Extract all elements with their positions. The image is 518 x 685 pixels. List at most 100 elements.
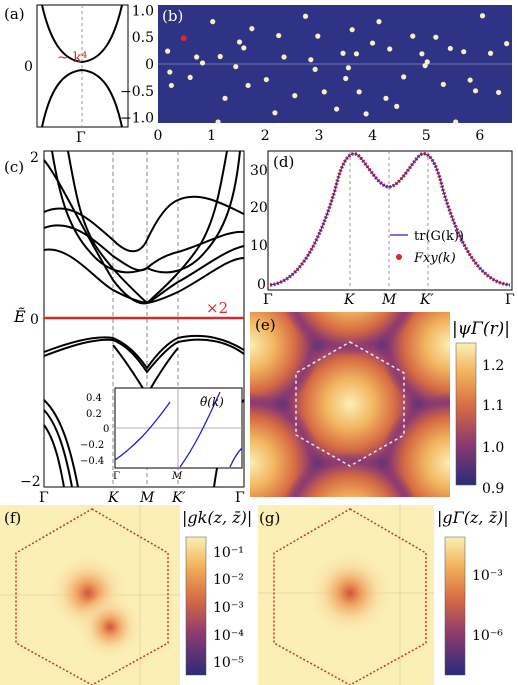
- panel-a-ytick: 0: [24, 59, 33, 75]
- inset-xtick-0: Γ: [113, 471, 120, 482]
- panel-b-point: [276, 32, 282, 39]
- panel-b-point: [349, 27, 355, 33]
- panel-b-point: [187, 74, 193, 81]
- panel-b-point: [340, 50, 346, 56]
- panel-d-xtick-kp: K′: [419, 292, 434, 308]
- panel-e-cbar-tick-2: 1.0: [482, 440, 504, 456]
- panel-d-ytick-30: 30: [250, 163, 268, 179]
- panel-c: (c) ×2 Ẽ 2 0 −2 Γ K M K′: [4, 150, 245, 506]
- panel-e-cbar-tick-0: 1.2: [482, 358, 504, 374]
- panel-b-xtick: 4: [368, 128, 377, 144]
- panel-b-marked-point: [180, 35, 187, 42]
- panel-c-upper-bands: [43, 150, 245, 305]
- panel-f: (f) |gk(z, z̄)| 10⁻¹ 10⁻² 10⁻³ 10⁻⁴ 10⁻⁵: [0, 505, 252, 685]
- panel-b-point: [487, 50, 494, 56]
- panel-b-point: [495, 89, 502, 96]
- panel-a-xtick: Γ: [76, 130, 86, 146]
- panel-b-point: [419, 51, 425, 57]
- panel-d-xtick-k: K: [343, 292, 356, 308]
- panel-d-ytick-0: 0: [257, 277, 266, 293]
- panel-f-title: |gk(z, z̄)|: [182, 508, 252, 527]
- panel-b-point: [376, 19, 382, 25]
- panel-b-point: [410, 33, 416, 39]
- panel-b-yticks: 1.0 0.5 0 −0.5 −1.0: [120, 3, 154, 126]
- panel-f-cbar-tick-1: 10⁻²: [213, 572, 244, 588]
- panel-b-ytick: −0.5: [120, 84, 154, 100]
- panel-b-point: [167, 69, 173, 75]
- upper-band-6: [43, 248, 245, 305]
- panel-b-ytick: 0: [145, 57, 154, 73]
- panel-b-xtick: 0: [154, 128, 163, 144]
- panel-g-cbar-tick-0: 10⁻³: [472, 568, 503, 584]
- panel-d: (d) tr(G(k)) Fxy(k) 30 20 10 0 Γ K M K′ …: [250, 150, 515, 308]
- lower-band-1: [43, 334, 245, 370]
- panel-d-xtick-gamma2: Γ: [505, 292, 515, 308]
- panel-e-cbar-tick-3: 0.9: [482, 481, 504, 497]
- panel-c-flat-band-label: ×2: [206, 299, 228, 317]
- panel-b-point: [233, 64, 239, 70]
- panel-e-title: |ψΓ(r)|: [452, 319, 510, 339]
- panel-b-point: [263, 76, 269, 83]
- panel-c-ytick-top: 2: [30, 150, 39, 166]
- panel-f-peak-2: [76, 593, 144, 661]
- panel-d-fxy-curve: [269, 152, 511, 287]
- lower-band-6: [43, 424, 65, 488]
- panel-b-ytick: 0.5: [132, 30, 154, 46]
- inset-ytick-0: 0.4: [86, 393, 102, 404]
- panel-c-xtick-m: M: [139, 490, 155, 506]
- panel-d-legend-dot: [396, 254, 402, 260]
- panel-b: (b) 1.0 0.5 0 −0.5 −1.0 0 1 2 3 4 5 6: [120, 3, 512, 144]
- panel-b-point: [292, 93, 298, 99]
- panel-b-point: [345, 65, 352, 71]
- panel-f-colorbar: [185, 536, 207, 676]
- panel-f-cbar-tick-3: 10⁻⁴: [213, 628, 244, 644]
- panel-c-inset: θ̃(k) 0.4 0.2 0 −0.2 −0.4 Γ M: [80, 387, 243, 482]
- panel-e-cbar-tick-1: 1.1: [482, 398, 504, 414]
- panel-b-point: [353, 51, 360, 57]
- panel-b-point: [334, 106, 340, 112]
- panel-b-point: [369, 40, 376, 46]
- panel-b-xtick: 1: [207, 128, 216, 144]
- panel-b-point: [321, 89, 327, 95]
- panel-b-point: [479, 13, 486, 19]
- upper-band-3: [43, 195, 245, 253]
- panel-b-point: [302, 13, 309, 19]
- panel-b-point: [447, 45, 453, 52]
- panel-b-point: [401, 74, 407, 80]
- inset-ytick-2: 0: [103, 424, 109, 435]
- panel-b-label: (b): [162, 7, 183, 25]
- panel-d-xtick-gamma: Γ: [263, 292, 273, 308]
- panel-e-label: (e): [255, 316, 276, 334]
- upper-band-4: [43, 224, 245, 272]
- panel-b-point: [472, 88, 479, 94]
- panel-g-cbar-tick-1: 10⁻⁶: [472, 628, 503, 644]
- panel-f-label: (f): [4, 509, 21, 527]
- panel-e-colorbar: [455, 342, 477, 486]
- panel-d-legend-2: Fxy(k): [413, 251, 456, 266]
- inset-xtick-1: M: [171, 471, 183, 482]
- panel-a-annotation: ~ k⁴: [57, 50, 88, 66]
- panel-b-ytick: 1.0: [132, 3, 154, 19]
- panel-c-lower-bands: [43, 334, 245, 488]
- panel-b-point: [281, 54, 287, 60]
- panel-b-point: [387, 46, 393, 52]
- panel-g-brillouin-zone: [273, 508, 427, 685]
- lower-band-5: [43, 409, 73, 488]
- panel-b-point: [461, 49, 467, 55]
- panel-b-point: [215, 119, 221, 125]
- lower-band-2: [43, 338, 245, 374]
- panel-b-point: [467, 77, 473, 83]
- panel-g: (g) |gΓ(z, z̄)| 10⁻³ 10⁻⁶: [258, 505, 509, 685]
- inset-label: θ̃(k): [200, 395, 224, 409]
- panel-b-point: [315, 33, 321, 39]
- panel-a-upper-band: [41, 4, 123, 64]
- panel-c-ytick-bot: −2: [20, 474, 41, 490]
- panel-b-xticks: 0 1 2 3 4 5 6: [154, 128, 485, 144]
- inset-curve-3: [229, 447, 243, 468]
- panel-d-label: (d): [273, 153, 294, 171]
- panel-b-point: [210, 19, 216, 25]
- panel-b-point: [383, 95, 389, 101]
- panel-g-colorbar: [444, 536, 466, 676]
- inset-ytick-1: 0.2: [86, 409, 102, 420]
- panel-b-point: [165, 48, 171, 54]
